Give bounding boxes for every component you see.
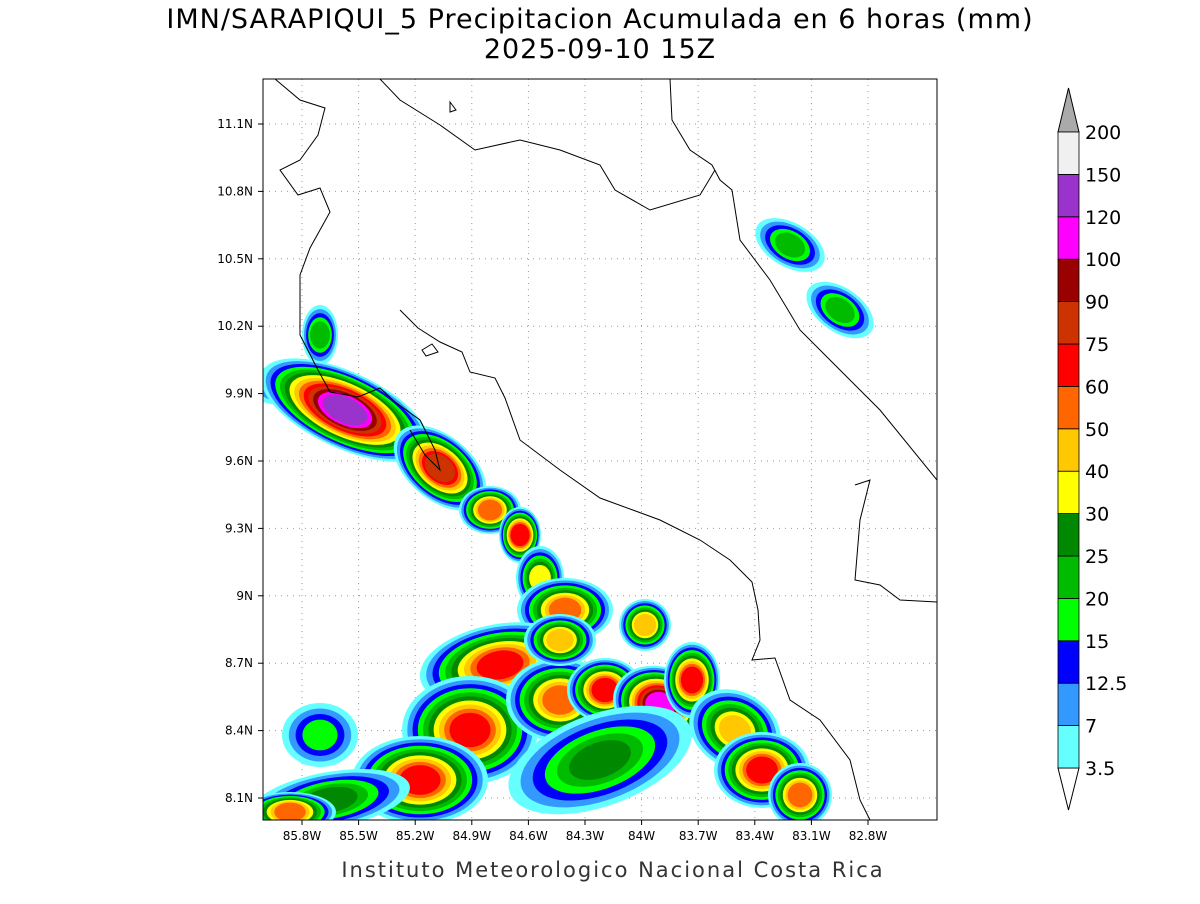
lat-label: 11.1N (217, 117, 253, 131)
rain-contour (746, 756, 778, 784)
colorbar-label: 75 (1085, 334, 1109, 356)
rain-contour (774, 232, 806, 258)
rain-contour (449, 712, 491, 748)
lon-label: 84.9W (453, 829, 492, 843)
footer: Instituto Meteorologico Nacional Costa R… (341, 858, 884, 882)
colorbar-box (1057, 598, 1080, 642)
colorbar-label: 20 (1085, 588, 1109, 610)
colorbar-label: 12.5 (1085, 673, 1127, 695)
rain-contour (825, 296, 855, 324)
lon-label: 82.8W (849, 829, 888, 843)
coastline (274, 79, 441, 472)
border (854, 479, 937, 603)
rain-contour (591, 677, 619, 703)
rain-contour (633, 613, 657, 637)
colorbar-label: 150 (1085, 164, 1121, 186)
colorbar-box (1057, 173, 1080, 218)
lat-label: 10.8N (217, 184, 253, 198)
lat-label: 8.7N (225, 656, 253, 670)
colorbar-label: 90 (1085, 292, 1109, 314)
lon-label: 85.2W (396, 829, 435, 843)
map-title: IMN/SARAPIQUI_5 Precipitacion Acumulada … (166, 4, 1033, 35)
rain-contour (510, 523, 530, 547)
lat-label: 8.1N (225, 791, 253, 805)
colorbar-box (1057, 216, 1080, 260)
colorbar-label: 40 (1085, 461, 1109, 483)
precipitation-field (263, 218, 874, 820)
lon-label: 83.7W (679, 829, 718, 843)
rain-contour (569, 740, 631, 780)
colorbar-box (1057, 301, 1080, 345)
colorbar-box (1057, 343, 1080, 387)
rain-contour (322, 394, 368, 426)
colorbar-box (1057, 513, 1080, 557)
colorbar-label: 7 (1085, 716, 1097, 738)
colorbar-box (1057, 470, 1080, 515)
coastlines (274, 79, 937, 820)
lat-label: 9.9N (225, 387, 253, 401)
lon-label: 84W (628, 829, 655, 843)
rain-contour (274, 802, 306, 820)
colorbar-label: 30 (1085, 504, 1109, 526)
colorbar-label: 60 (1085, 376, 1109, 398)
colorbar-box (1057, 131, 1080, 175)
rain-contour (302, 719, 338, 751)
plot-frame (262, 78, 938, 821)
lon-label: 84.3W (566, 829, 605, 843)
colorbar-label: 25 (1085, 546, 1109, 568)
rain-contour (476, 650, 524, 680)
axis-labels: 11.1N 10.8N 10.5N 10.2N 9.9N 9.6N 9.3N 9N 8.7N 8.… (217, 117, 887, 843)
lon-label: 84.6W (509, 829, 548, 843)
rain-contour (546, 628, 574, 652)
lon-label: 83.1W (792, 829, 831, 843)
colorbar-label: 50 (1085, 419, 1109, 441)
rain-contour (310, 321, 330, 349)
colorbar-label: 120 (1085, 207, 1121, 229)
lat-label: 9.6N (225, 454, 253, 468)
lon-label: 83.4W (736, 829, 775, 843)
colorbar-box (1057, 555, 1080, 599)
lat-label: 10.2N (217, 319, 253, 333)
lon-label: 85.8W (283, 829, 322, 843)
lat-label: 9N (236, 589, 253, 603)
coastline (399, 309, 871, 820)
colorbar-box (1057, 428, 1080, 472)
colorbar: 3.5 7 12.5 15 20 25 30 40 50 60 75 90 100 120 150 200 (1057, 87, 1127, 811)
colorbar-box (1057, 640, 1080, 684)
colorbar-box (1057, 385, 1080, 430)
colorbar-label: 100 (1085, 249, 1121, 271)
lat-label: 8.4N (225, 724, 253, 738)
lon-label: 85.5W (339, 829, 378, 843)
coastline (669, 79, 937, 481)
colorbar-box (1057, 682, 1080, 727)
colorbar-box (1057, 258, 1080, 303)
island (421, 100, 457, 357)
lake-shore (379, 79, 716, 211)
colorbar-label: 15 (1085, 631, 1109, 653)
rain-contour (787, 782, 813, 808)
lat-label: 10.5N (217, 252, 253, 266)
colorbar-label: 3.5 (1085, 758, 1115, 780)
colorbar-box (1057, 725, 1080, 769)
map-subtitle: 2025-09-10 15Z (484, 34, 716, 65)
rain-contour (477, 499, 503, 521)
lat-label: 9.3N (225, 521, 253, 535)
rain-contour (680, 666, 704, 694)
colorbar-label: 200 (1085, 122, 1121, 144)
